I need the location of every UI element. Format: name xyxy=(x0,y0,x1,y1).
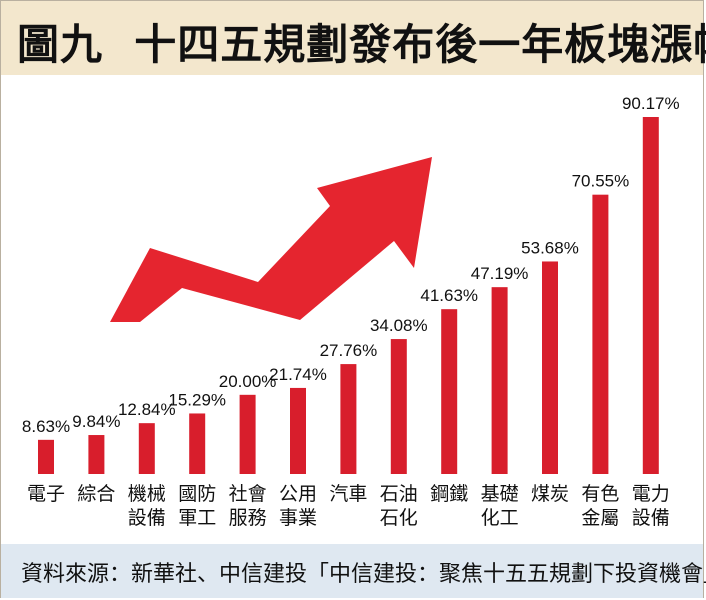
category-label: 國防 xyxy=(178,483,216,505)
bar xyxy=(189,413,206,474)
bar-value-label: 8.63% xyxy=(22,417,70,436)
bar-value-label: 53.68% xyxy=(521,238,579,257)
category-label: 有色 xyxy=(581,483,619,505)
bar-value-label: 9.84% xyxy=(72,412,120,431)
category-label: 設備 xyxy=(632,507,670,529)
category-label: 設備 xyxy=(128,507,166,529)
value-labels-group: 8.63% 9.84%12.84%15.29%20.00%21.74% 27.76%… xyxy=(22,94,680,436)
category-label: 石化 xyxy=(380,507,418,529)
category-label: 汽車 xyxy=(329,483,367,505)
bar-value-label: 21.74% xyxy=(269,365,327,384)
source-note: 資料來源：新華社、中信建投「中信建投：聚焦十五五規劃下投資機會」 xyxy=(21,562,706,587)
bar-value-label: 20.00% xyxy=(219,372,277,391)
bars-group xyxy=(38,117,659,475)
bar-value-label: 70.55% xyxy=(572,172,630,191)
category-label: 軍工 xyxy=(178,507,216,529)
bar xyxy=(138,423,155,474)
category-label: 社會 xyxy=(229,483,267,505)
bar xyxy=(239,394,256,474)
bar-value-label: 34.08% xyxy=(370,316,428,335)
bar xyxy=(38,439,54,474)
bar xyxy=(340,364,357,474)
category-label: 綜合 xyxy=(77,483,115,505)
bar-value-label: 47.19% xyxy=(471,264,529,283)
bar xyxy=(290,387,306,474)
trend-arrow-icon xyxy=(110,157,432,322)
category-label: 石油 xyxy=(380,483,418,505)
bar xyxy=(542,261,558,474)
category-label: 事業 xyxy=(279,507,317,529)
bar-value-label: 27.76% xyxy=(320,341,378,360)
bar-value-label: 90.17% xyxy=(622,94,680,113)
category-label: 機械 xyxy=(128,483,166,505)
bar xyxy=(88,435,105,474)
category-label: 煤炭 xyxy=(531,483,569,505)
chart-title: 圖九 十四五規劃發布後一年板塊漲幅 xyxy=(17,20,706,69)
bar xyxy=(491,287,508,474)
category-label: 服務 xyxy=(229,507,267,529)
category-label: 電力 xyxy=(632,483,670,505)
source-bar: 資料來源：新華社、中信建投「中信建投：聚焦十五五規劃下投資機會」 xyxy=(1,544,706,598)
category-label: 基礎 xyxy=(481,483,519,505)
bar-value-label: 15.29% xyxy=(168,390,226,409)
category-label: 化工 xyxy=(481,507,519,529)
category-label: 公用 xyxy=(279,483,317,505)
title-bar: 圖九 十四五規劃發布後一年板塊漲幅 xyxy=(1,1,706,75)
bar-value-label: 12.84% xyxy=(118,400,176,419)
category-label: 電子 xyxy=(27,483,65,505)
category-label: 鋼鐵 xyxy=(430,483,468,505)
bar xyxy=(441,309,458,474)
bar-value-label: 41.63% xyxy=(420,286,478,305)
bar xyxy=(390,339,407,474)
bar xyxy=(642,117,659,474)
category-label: 金屬 xyxy=(581,507,619,529)
bar xyxy=(592,194,609,475)
